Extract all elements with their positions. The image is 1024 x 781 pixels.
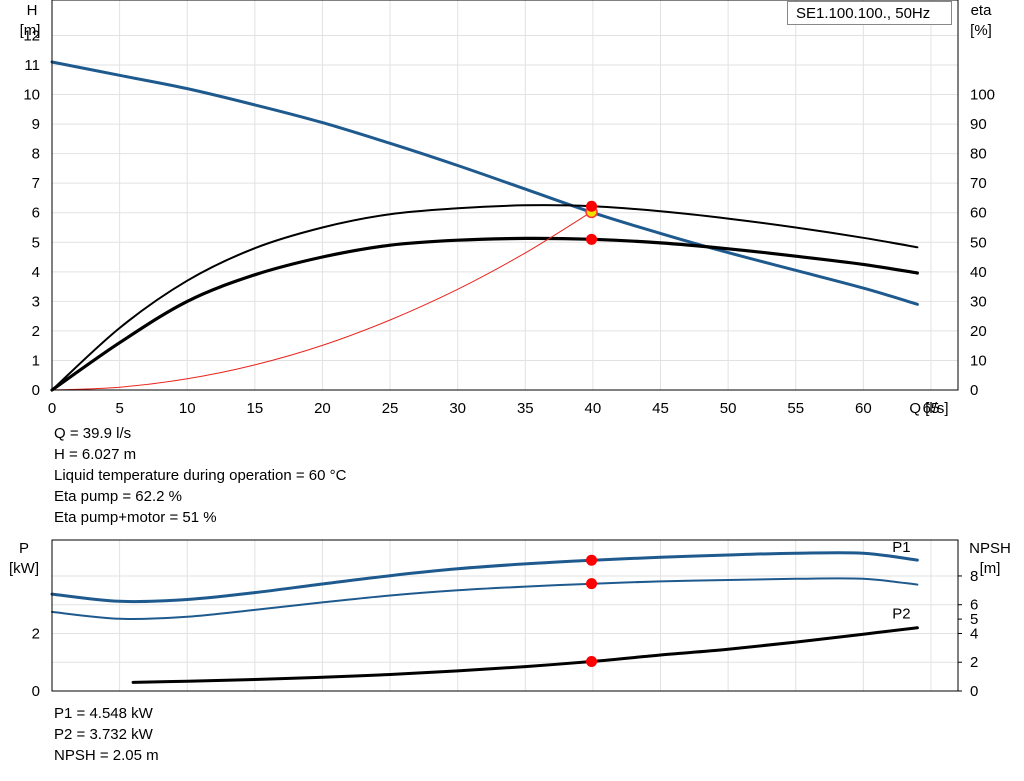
x-axis-label: Q [l/s] [909,400,948,417]
y-right-tick-label-0: 0 [970,382,978,399]
y-left-tick-label-0: 0 [32,382,40,399]
readout-eta-pump: Eta pump = 62.2 % [54,488,182,505]
x-tick-label-65: 65 [923,400,940,417]
p-axis-label: P [19,540,29,557]
x-tick-label-50: 50 [720,400,737,417]
npsh-tick-label-2: 2 [970,654,978,671]
x-tick-label-45: 45 [652,400,669,417]
bottom-chart-grid [51,540,958,691]
x-tick-label-60: 60 [855,400,872,417]
operating-point-bottom-0 [586,554,598,566]
y-right-tick-label-80: 80 [970,146,987,163]
npsh-tick-label-0: 0 [970,683,978,700]
operating-point-bottom-1 [586,578,598,590]
y-left-tick-label-10: 10 [23,87,40,104]
y-right-axis-unit: [%] [970,22,992,39]
y-right-tick-label-60: 60 [970,205,987,222]
y-right-axis-label: eta [971,2,993,19]
readout-p2: P2 = 3.732 kW [54,726,153,743]
chart-title: SE1.100.100., 50Hz [796,5,931,22]
chart-title-box: SE1.100.100., 50Hz [787,1,952,25]
npsh-tick-label-4: 4 [970,625,978,642]
bottom-readout: P1 = 4.548 kW P2 = 3.732 kW NPSH = 2.05 … [54,703,159,766]
top-plot-frame [51,0,959,391]
chart-labels: 0 5 10 15 20 25 30 35 40 45 50 55 60 65Q [l/s]0123456… [9,2,1011,700]
curve-eta-pump [51,204,919,391]
npsh-axis-label: NPSH [969,540,1011,557]
y-left-tick-label-11: 11 [24,57,40,74]
readout-npsh: NPSH = 2.05 m [54,747,159,764]
y-right-tick-label-40: 40 [970,264,987,281]
x-tick-label-10: 10 [179,400,196,417]
x-tick-label-15: 15 [246,400,263,417]
npsh-axis-unit: [m] [980,560,1001,577]
y-left-tick-label-3: 3 [32,293,40,310]
y-left-tick-label-9: 9 [32,116,40,133]
series-label-P1: P1 [892,539,910,556]
y-right-tick-label-70: 70 [970,175,987,192]
curve-P2 [51,577,919,621]
x-tick-label-55: 55 [787,400,804,417]
x-tick-label-25: 25 [382,400,399,417]
p-tick-label-0: 0 [32,683,40,700]
x-tick-label-20: 20 [314,400,331,417]
x-tick-label-5: 5 [115,400,123,417]
y-left-tick-label-5: 5 [32,234,40,251]
readout-q: Q = 39.9 l/s [54,425,132,442]
curve-NPSH [131,626,919,684]
top-readout: Q = 39.9 l/s H = 6.027 m Liquid temperat… [54,423,346,528]
y-left-tick-label-7: 7 [32,175,40,192]
series-label-P2: P2 [892,606,910,623]
npsh-tick-label-5: 5 [970,611,978,628]
y-right-tick-label-90: 90 [970,116,987,133]
readout-p1: P1 = 4.548 kW [54,705,153,722]
y-right-tick-label-30: 30 [970,293,987,310]
y-right-tick-label-20: 20 [970,323,987,340]
y-right-tick-label-10: 10 [970,352,987,369]
y-left-axis-label: H [27,2,38,19]
curve-head [50,60,919,306]
curve-P1 [50,551,919,604]
y-left-tick-label-2: 2 [32,323,40,340]
operating-point-bottom-2 [586,656,598,668]
npsh-tick-label-6: 6 [970,597,978,614]
y-right-tick-label-100: 100 [970,87,995,104]
y-right-tick-label-50: 50 [970,234,987,251]
readout-h: H = 6.027 m [54,446,137,463]
top-chart-grid [51,0,958,390]
y-left-axis-unit: [m] [20,22,41,39]
curve-eta-total [50,236,919,392]
y-left-tick-label-6: 6 [32,205,40,222]
y-left-tick-label-4: 4 [32,264,40,281]
x-tick-label-40: 40 [585,400,602,417]
p-axis-unit: [kW] [9,560,39,577]
bottom-plot-frame [51,539,959,692]
curve-system [51,211,592,391]
npsh-tick-label-8: 8 [970,568,978,585]
y-left-tick-label-8: 8 [32,146,40,163]
operating-point-top-2 [586,233,598,245]
p-tick-label-2: 2 [32,625,40,642]
x-tick-label-35: 35 [517,400,534,417]
readout-temperature: Liquid temperature during operation = 60… [54,467,347,484]
y-left-tick-label-12: 12 [23,27,40,44]
x-tick-label-30: 30 [449,400,466,417]
operating-point-top-1 [586,200,598,212]
x-tick-label-0: 0 [48,400,56,417]
y-left-tick-label-1: 1 [32,352,40,369]
readout-eta-total: Eta pump+motor = 51 % [54,509,217,526]
chart-curves [50,60,919,684]
